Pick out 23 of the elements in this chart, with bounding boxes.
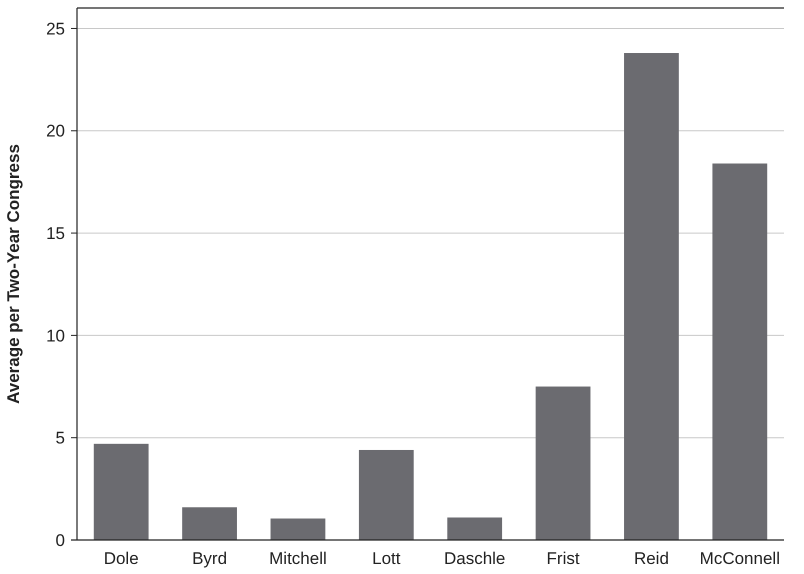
y-tick-label: 10 [46, 326, 65, 346]
y-tick-label: 0 [56, 530, 65, 550]
x-tick-label: Lott [372, 549, 401, 568]
x-tick-label: Byrd [192, 549, 228, 568]
x-tick-label: Frist [546, 549, 580, 568]
bar [712, 164, 768, 540]
bar [94, 444, 149, 540]
x-tick-label: Daschle [444, 549, 506, 568]
y-tick-label: 25 [46, 19, 65, 38]
y-tick-label: 15 [46, 224, 65, 244]
bar [182, 507, 237, 540]
x-tick-label: Reid [634, 549, 669, 568]
y-tick-label: 5 [56, 428, 65, 448]
bar [624, 53, 679, 540]
bar [447, 517, 502, 540]
x-tick-label: McConnell [700, 549, 780, 568]
bar [358, 450, 414, 540]
x-tick-label: Mitchell [269, 549, 327, 568]
y-tick-label: 20 [46, 122, 65, 141]
bar [536, 386, 590, 540]
bar [270, 518, 326, 540]
x-tick-label: Dole [104, 549, 139, 568]
y-axis-title: Average per Two-Year Congress [4, 144, 23, 404]
